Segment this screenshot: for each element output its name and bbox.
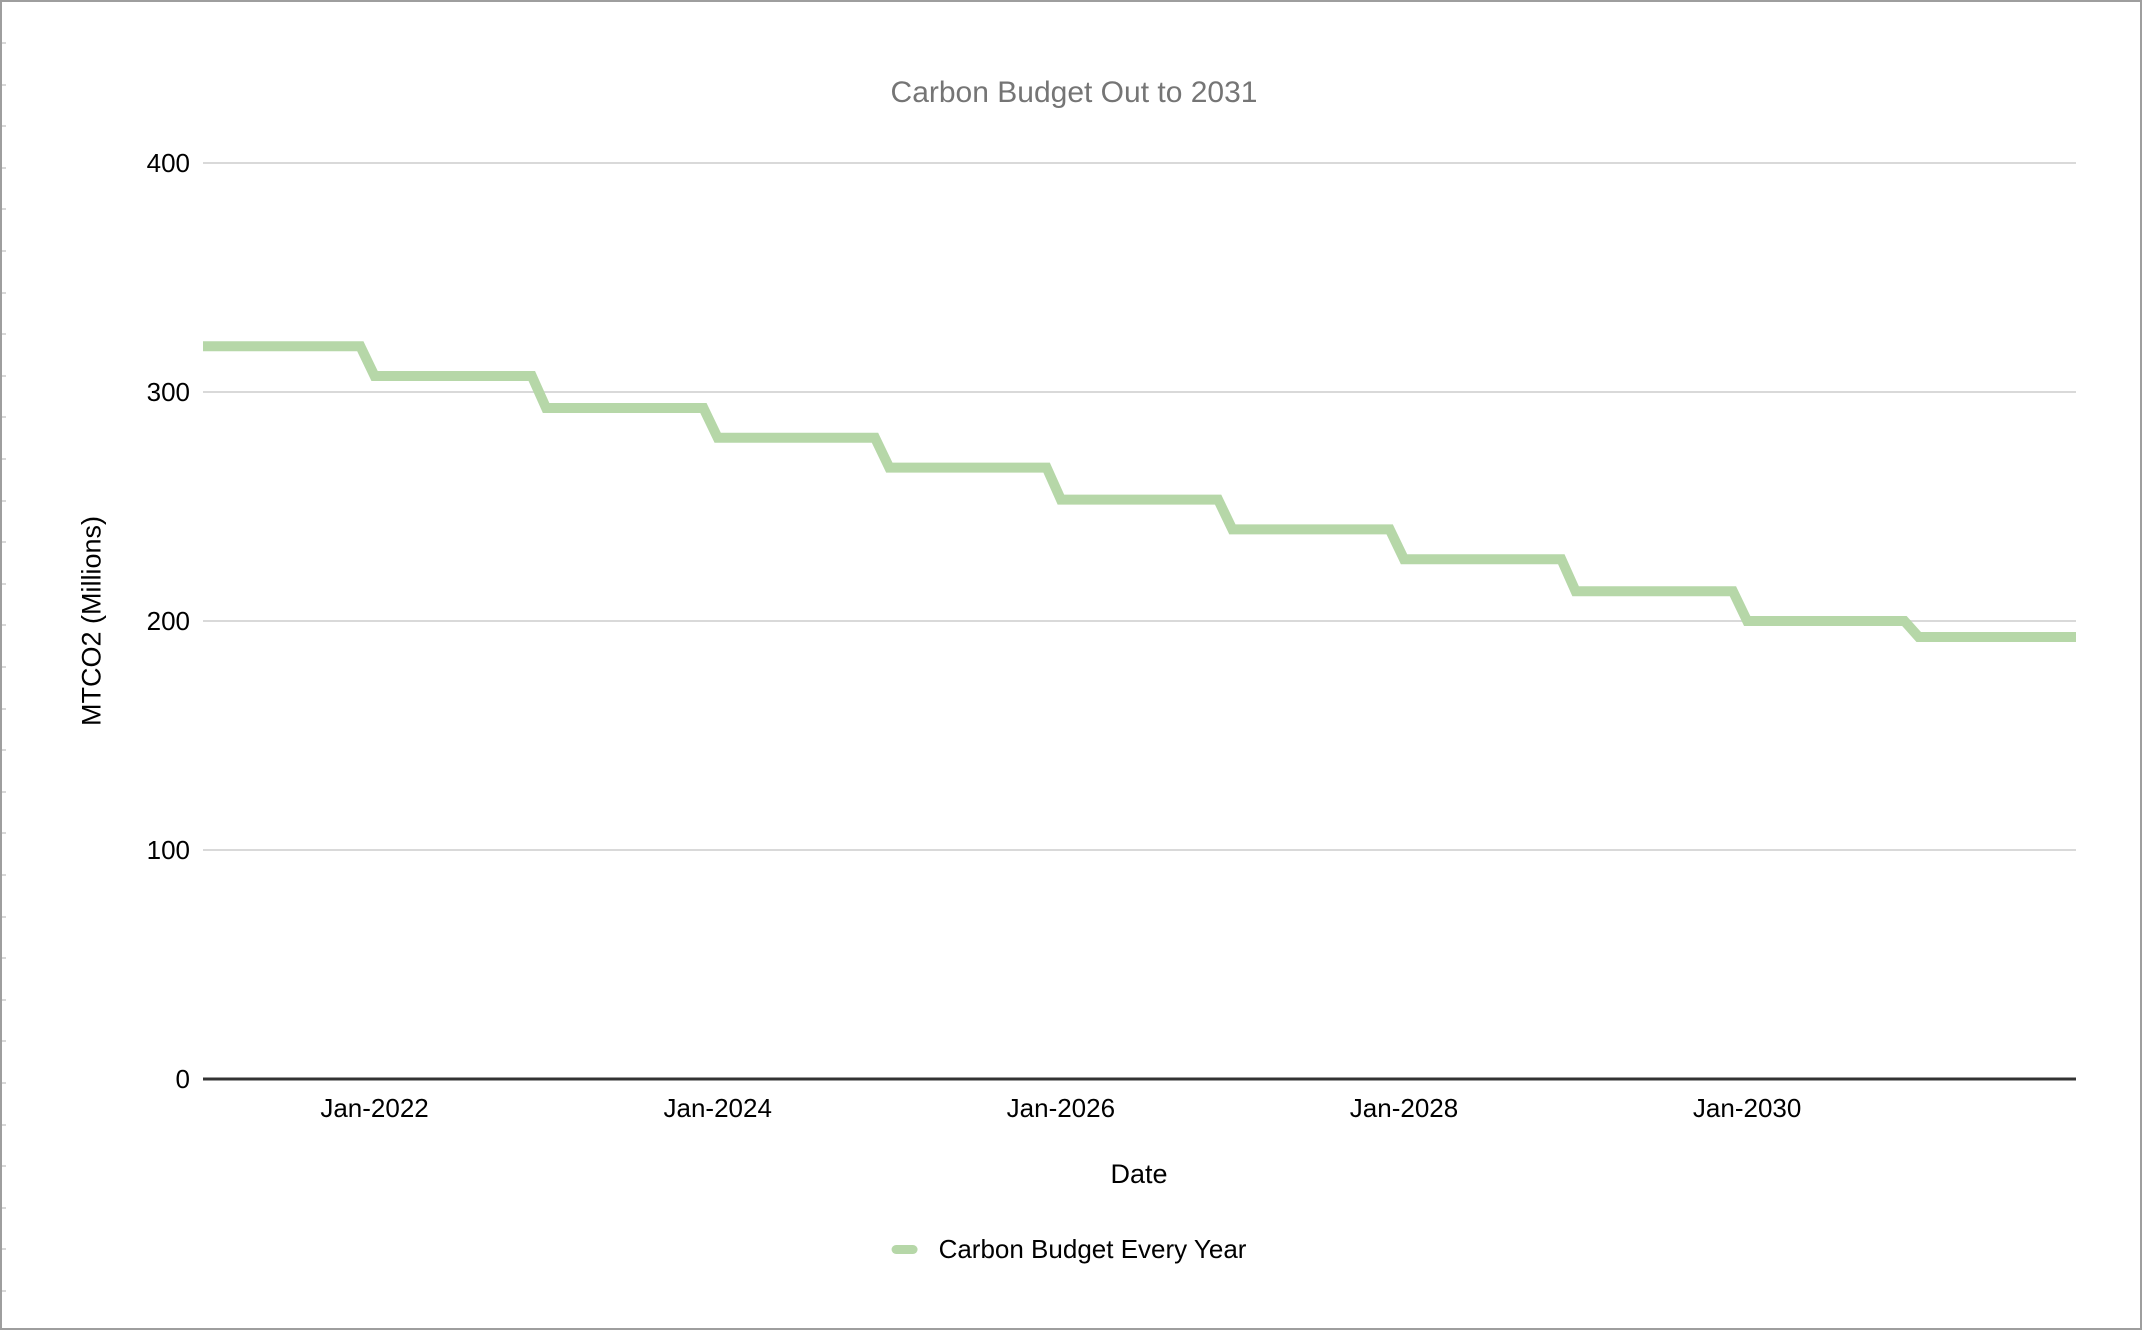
left-edge-row-mark bbox=[2, 250, 6, 252]
left-edge-row-mark bbox=[2, 125, 6, 127]
left-edge-row-mark bbox=[2, 957, 6, 959]
legend: Carbon Budget Every Year bbox=[891, 1234, 1247, 1265]
left-edge-row-mark bbox=[2, 666, 6, 668]
left-edge-row-mark bbox=[2, 167, 6, 169]
left-edge-row-mark bbox=[2, 832, 6, 834]
left-edge-row-mark bbox=[2, 583, 6, 585]
left-edge-row-mark bbox=[2, 416, 6, 418]
x-tick-label-Jan-2024: Jan-2024 bbox=[663, 1093, 772, 1123]
left-edge-row-mark bbox=[2, 791, 6, 793]
legend-label: Carbon Budget Every Year bbox=[938, 1234, 1247, 1264]
y-tick-label-200: 200 bbox=[146, 606, 190, 636]
x-tick-label-Jan-2026: Jan-2026 bbox=[1006, 1093, 1116, 1123]
left-edge-row-mark bbox=[2, 292, 6, 294]
left-edge-row-mark bbox=[2, 624, 6, 626]
left-edge-row-mark bbox=[2, 1207, 6, 1209]
left-edge-row-mark bbox=[2, 999, 6, 1001]
left-edge-row-mark bbox=[2, 208, 6, 210]
left-edge-row-mark bbox=[2, 458, 6, 460]
y-tick-label-0: 0 bbox=[175, 1064, 190, 1094]
left-edge-row-mark bbox=[2, 1082, 6, 1084]
chart-title: Carbon Budget Out to 2031 bbox=[890, 76, 1258, 109]
y-tick-label-100: 100 bbox=[146, 835, 190, 865]
left-edge-row-mark bbox=[2, 500, 6, 502]
x-tick-label-Jan-2022: Jan-2022 bbox=[320, 1093, 429, 1123]
series-line-carbon-budget bbox=[203, 341, 2076, 642]
x-axis-title: Date bbox=[1110, 1159, 1168, 1189]
left-edge-row-mark bbox=[2, 84, 6, 86]
legend-swatch-carbon-budget bbox=[891, 1245, 918, 1254]
left-edge-row-mark bbox=[2, 541, 6, 543]
left-edge-row-mark bbox=[2, 1040, 6, 1042]
left-edge-row-mark bbox=[2, 333, 6, 335]
left-edge-row-mark bbox=[2, 1248, 6, 1250]
left-edge-row-mark bbox=[2, 1290, 6, 1292]
left-edge-row-mark bbox=[2, 42, 6, 44]
left-edge-row-mark bbox=[2, 1165, 6, 1167]
x-tick-label-Jan-2030: Jan-2030 bbox=[1692, 1093, 1802, 1123]
left-edge-row-mark bbox=[2, 749, 6, 751]
x-tick-label-Jan-2028: Jan-2028 bbox=[1349, 1093, 1459, 1123]
left-edge-row-mark bbox=[2, 916, 6, 918]
left-edge-row-mark bbox=[2, 708, 6, 710]
y-tick-label-300: 300 bbox=[146, 377, 190, 407]
y-tick-label-400: 400 bbox=[146, 148, 190, 178]
left-edge-row-mark bbox=[2, 874, 6, 876]
left-edge-row-mark bbox=[2, 1124, 6, 1126]
left-edge-row-mark bbox=[2, 375, 6, 377]
